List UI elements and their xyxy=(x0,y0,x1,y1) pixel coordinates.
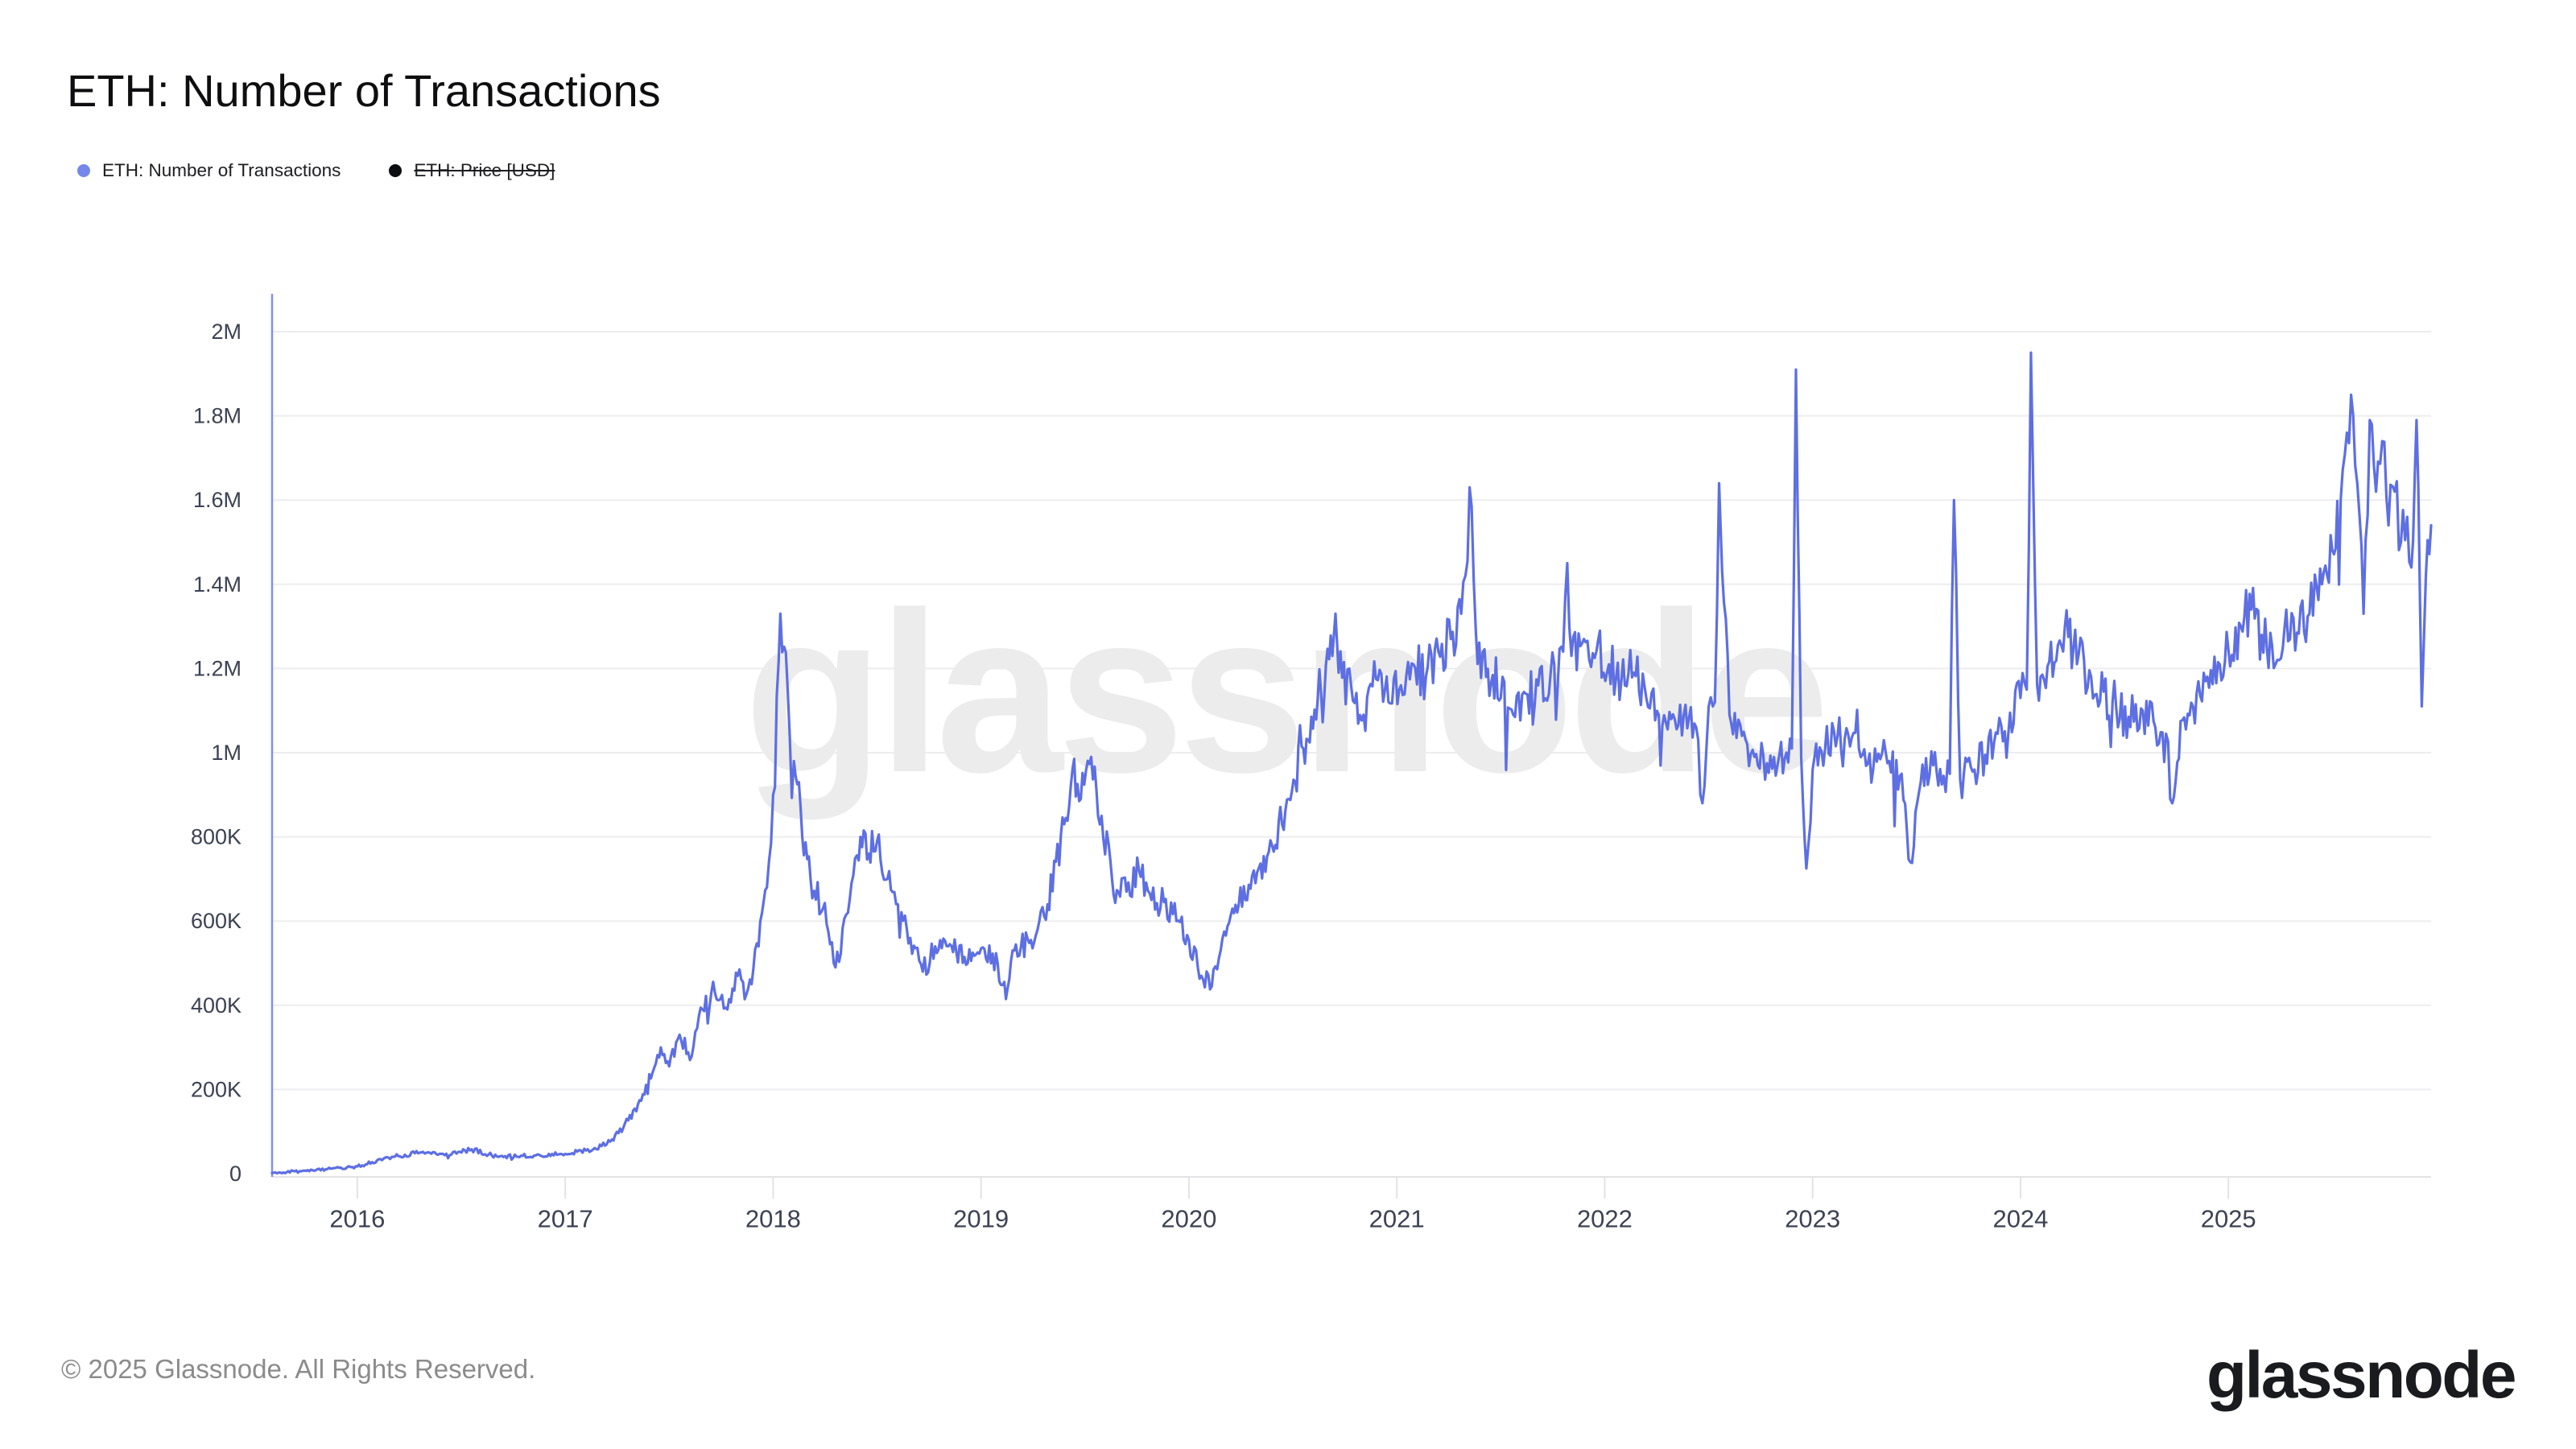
y-axis-tick-label: 1M xyxy=(211,741,242,765)
x-axis-tick-label: 2018 xyxy=(745,1204,801,1232)
y-axis-tick-label: 1.8M xyxy=(193,404,242,428)
x-axis-tick-label: 2021 xyxy=(1369,1204,1425,1232)
y-axis-tick-label: 1.2M xyxy=(193,656,242,680)
x-axis-tick-label: 2020 xyxy=(1161,1204,1216,1232)
y-axis-tick-label: 400K xyxy=(191,993,242,1018)
x-axis-tick-label: 2023 xyxy=(1785,1204,1840,1232)
x-axis-tick-label: 2019 xyxy=(953,1204,1009,1232)
x-axis-tick-label: 2025 xyxy=(2201,1204,2256,1232)
y-axis-tick-label: 1.4M xyxy=(193,572,242,597)
x-axis-tick-label: 2016 xyxy=(329,1204,385,1232)
legend-label-transactions: ETH: Number of Transactions xyxy=(102,160,341,180)
footer-copyright: © 2025 Glassnode. All Rights Reserved. xyxy=(61,1354,536,1384)
x-axis-tick-label: 2022 xyxy=(1577,1204,1633,1232)
y-axis-tick-label: 1.6M xyxy=(193,488,242,512)
legend-item-price[interactable]: ETH: Price [USD] xyxy=(389,160,555,181)
page-title: ETH: Number of Transactions xyxy=(67,65,661,116)
y-axis-tick-label: 0 xyxy=(229,1162,242,1186)
y-axis-tick-label: 2M xyxy=(211,320,242,344)
legend-item-transactions[interactable]: ETH: Number of Transactions xyxy=(77,160,341,181)
price-series-dot-icon xyxy=(389,164,402,177)
x-axis-tick-label: 2024 xyxy=(1992,1204,2048,1232)
x-axis-tick-label: 2017 xyxy=(538,1204,593,1232)
glassnode-watermark: glassnode xyxy=(744,565,1824,821)
legend-label-price: ETH: Price [USD] xyxy=(414,160,555,180)
y-axis-tick-label: 600K xyxy=(191,909,242,933)
glassnode-logo: glassnode xyxy=(2206,1339,2517,1412)
y-axis-tick-label: 200K xyxy=(191,1077,242,1101)
transactions-series-dot-icon xyxy=(77,164,90,177)
chart-legend: ETH: Number of Transactions ETH: Price [… xyxy=(77,160,555,181)
y-axis-tick-label: 800K xyxy=(191,825,242,849)
transactions-series-line xyxy=(270,351,2433,1175)
